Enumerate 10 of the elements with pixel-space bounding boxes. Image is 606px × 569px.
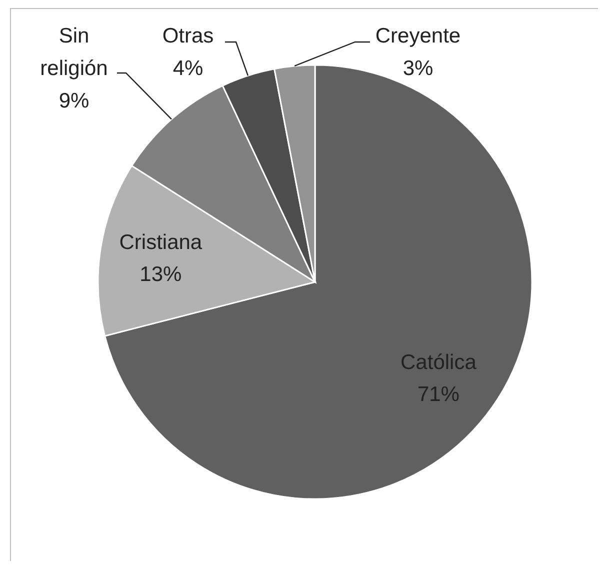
data-label: 4%: [172, 56, 204, 80]
slice-label: Cristiana: [119, 230, 202, 254]
data-label: 71%: [417, 383, 460, 406]
data-label: 9%: [58, 89, 90, 112]
slice-label: Sin religión: [40, 24, 108, 80]
data-label: 3%: [402, 56, 434, 80]
slice-label: Creyente: [375, 24, 461, 48]
data-label: 13%: [140, 262, 182, 286]
slice-label: Católica: [400, 351, 477, 374]
slice-label: Otras: [162, 24, 214, 48]
